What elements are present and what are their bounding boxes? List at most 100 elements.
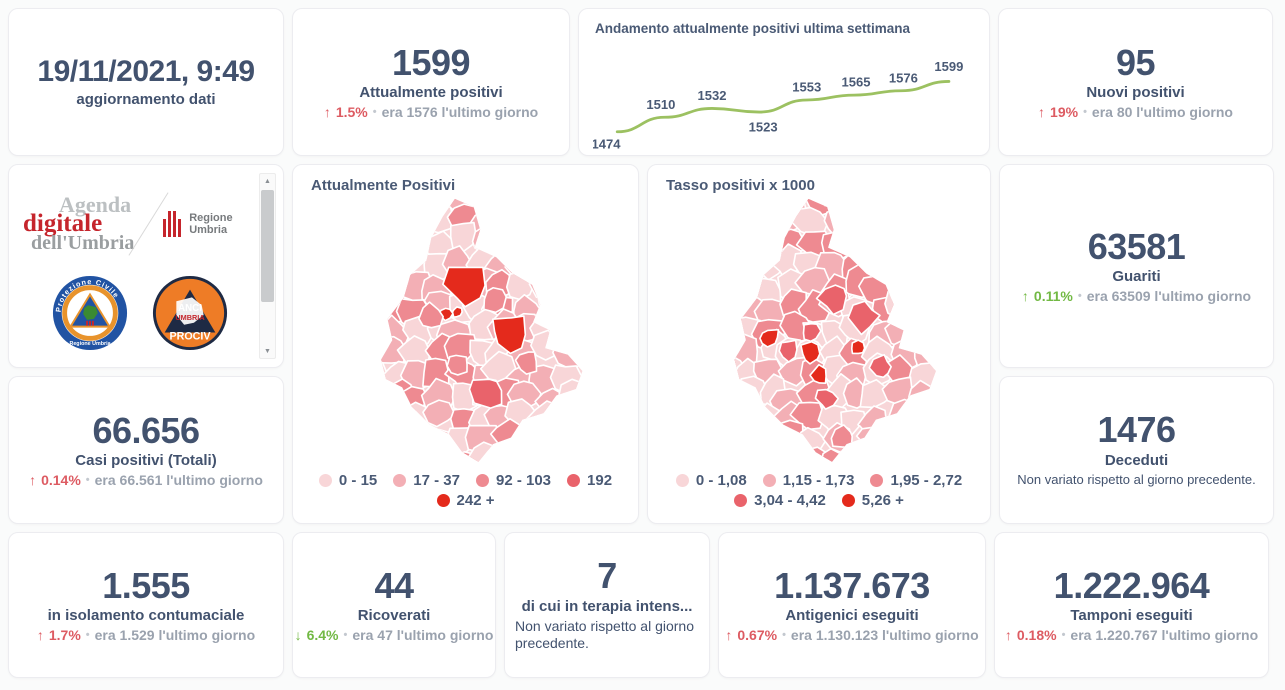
stat-value: 7 [597,555,617,597]
stat-value: 1599 [391,41,471,83]
card-map-attualmente-positivi: Attualmente Positivi 0 - 15 17 - 37 92 - 1… [292,164,639,524]
bullet-icon: • [85,474,90,487]
map-legend: 0 - 15 17 - 37 92 - 103 192 242 + [307,470,624,513]
previous-value: era 66.561 l'ultimo giorno [94,472,263,489]
left-column: Agenda digitale dell'Umbria Regione Umbr… [8,164,284,524]
stat-value: 95 [1115,41,1156,83]
up-arrow-icon: ↑ [1021,288,1029,305]
protezione-civile-badge-icon: Protezione Civile Regione Umbria [52,275,128,350]
bottom-row: 1.555 in isolamento contumaciale ↑ 1.7% … [8,532,1277,678]
agenda-digitale-logo: Agenda digitale dell'Umbria [23,194,134,253]
legend-label: 192 [587,472,613,489]
svg-text:PROCIV: PROCIV [169,330,211,342]
delta-value: 0.18% [1016,627,1057,644]
anci-prociv-badge-icon: ANCI UMBRIA PROCIV [152,275,228,350]
stat-value: 66.656 [92,409,200,451]
update-label: aggiornamento dati [76,90,216,108]
card-antigenici: 1.137.673 Antigenici eseguiti ↑ 0.67% • … [718,532,986,678]
choropleth-map-attualmente[interactable] [307,194,624,470]
down-arrow-icon: ↓ [294,627,302,644]
legend-label: 1,15 - 1,73 [782,472,855,489]
regione-umbria-bars-icon [163,210,182,237]
delta-value: 0.14% [41,472,81,489]
delta-value: 1.7% [48,627,81,644]
previous-value: era 47 l'ultimo giorno [352,627,494,644]
delta-value: 0.11% [1033,288,1073,305]
card-terapia-intensiva: 7 di cui in terapia intens... Non variat… [504,532,710,678]
legend-dot-icon [870,474,884,487]
legend-item[interactable]: 17 - 37 [393,472,460,489]
legend-dot-icon [841,494,855,507]
previous-value: era 80 l'ultimo giorno [1091,104,1233,121]
stat-value: 1.222.964 [1053,564,1210,606]
middle-row: Agenda digitale dell'Umbria Regione Umbr… [8,164,1277,524]
card-ricoverati: 44 Ricoverati ↓ 6.4% • era 47 l'ultimo g… [292,532,496,678]
delta-row: ↓ 6.4% • era 47 l'ultimo giorno [295,627,494,643]
stat-label: in isolamento contumaciale [47,607,245,625]
scrollbar[interactable]: ▲ ▼ [259,173,276,359]
map-title: Attualmente Positivi [311,177,456,194]
up-arrow-icon: ↑ [323,104,331,121]
up-arrow-icon: ↑ [725,627,733,644]
legend-label: 3,04 - 4,42 [754,492,826,509]
up-arrow-icon: ↑ [36,627,44,644]
stat-label: Nuovi positivi [1086,84,1185,102]
top-row: 19/11/2021, 9:49 aggiornamento dati 1599… [8,8,1277,156]
legend-dot-icon [762,474,776,487]
up-arrow-icon: ↑ [1004,627,1012,644]
delta-value: 0.67% [737,627,778,644]
svg-text:1599: 1599 [934,59,963,74]
delta-value: 6.4% [306,627,339,644]
scrollbar-thumb[interactable] [261,190,274,303]
scroll-down-icon[interactable]: ▼ [264,347,271,355]
right-column: 63581 Guariti ↑ 0.11% • era 63509 l'ulti… [999,164,1274,524]
map-title: Tasso positivi x 1000 [666,177,815,194]
bullet-icon: • [1077,290,1082,303]
stat-value: 1476 [1097,409,1176,451]
choropleth-map-tasso[interactable] [662,194,976,470]
legend-item[interactable]: 0 - 15 [318,472,378,489]
previous-value: era 1.220.767 l'ultimo giorno [1070,627,1259,644]
legend-item[interactable]: 1,15 - 1,73 [762,472,855,489]
scroll-up-icon[interactable]: ▲ [264,177,271,185]
trend-title: Andamento attualmente positivi ultima se… [595,21,911,36]
delta-value: 19% [1050,104,1079,121]
svg-text:1576: 1576 [889,70,918,85]
legend-item[interactable]: 1,95 - 2,72 [870,472,962,489]
bullet-icon: • [85,629,90,642]
up-arrow-icon: ↑ [29,472,37,489]
legend-item[interactable]: 0 - 1,08 [675,472,747,489]
svg-text:1474: 1474 [593,137,621,151]
stat-label: Ricoverati [357,607,431,625]
legend-item[interactable]: 192 [567,472,612,489]
delta-row: ↑ 0.67% • era 1.130.123 l'ultimo giorno [725,627,978,643]
stat-label: Tamponi eseguiti [1070,607,1193,625]
delta-row: ↑ 1.5% • era 1576 l'ultimo giorno [324,104,538,120]
svg-text:Regione Umbria: Regione Umbria [69,341,111,347]
previous-value: era 63509 l'ultimo giorno [1086,288,1252,305]
trend-line-chart[interactable]: 1474 1510 1532 1523 1553 1565 1576 1599 [593,38,975,151]
map-legend: 0 - 1,08 1,15 - 1,73 1,95 - 2,72 3,04 - 4,4… [662,470,976,513]
bullet-icon: • [343,629,348,642]
card-tamponi: 1.222.964 Tamponi eseguiti ↑ 0.18% • era… [994,532,1269,678]
legend-item[interactable]: 92 - 103 [475,472,552,489]
stat-value: 44 [374,564,414,606]
regione-umbria-label: Regione Umbria [189,211,233,236]
legend-item[interactable]: 5,26 + [841,492,904,509]
stat-value: 1.137.673 [774,564,930,606]
scrollbar-track[interactable] [260,188,275,344]
previous-value: era 1576 l'ultimo giorno [381,104,539,121]
bullet-icon: • [372,106,377,119]
legend-item[interactable]: 242 + [436,492,494,509]
legend-item[interactable]: 3,04 - 4,42 [734,492,826,509]
legend-label: 17 - 37 [413,472,460,489]
legend-label: 0 - 15 [338,472,378,489]
stat-label: Antigenici eseguiti [785,607,919,625]
update-datetime: 19/11/2021, 9:49 [37,55,255,89]
legend-label: 92 - 103 [495,472,552,489]
stat-label: Deceduti [1104,452,1169,470]
delta-row: ↑ 0.18% • era 1.220.767 l'ultimo giorno [1005,627,1258,643]
logos-top-row: Agenda digitale dell'Umbria Regione Umbr… [23,179,257,268]
bullet-icon: • [1083,106,1087,119]
